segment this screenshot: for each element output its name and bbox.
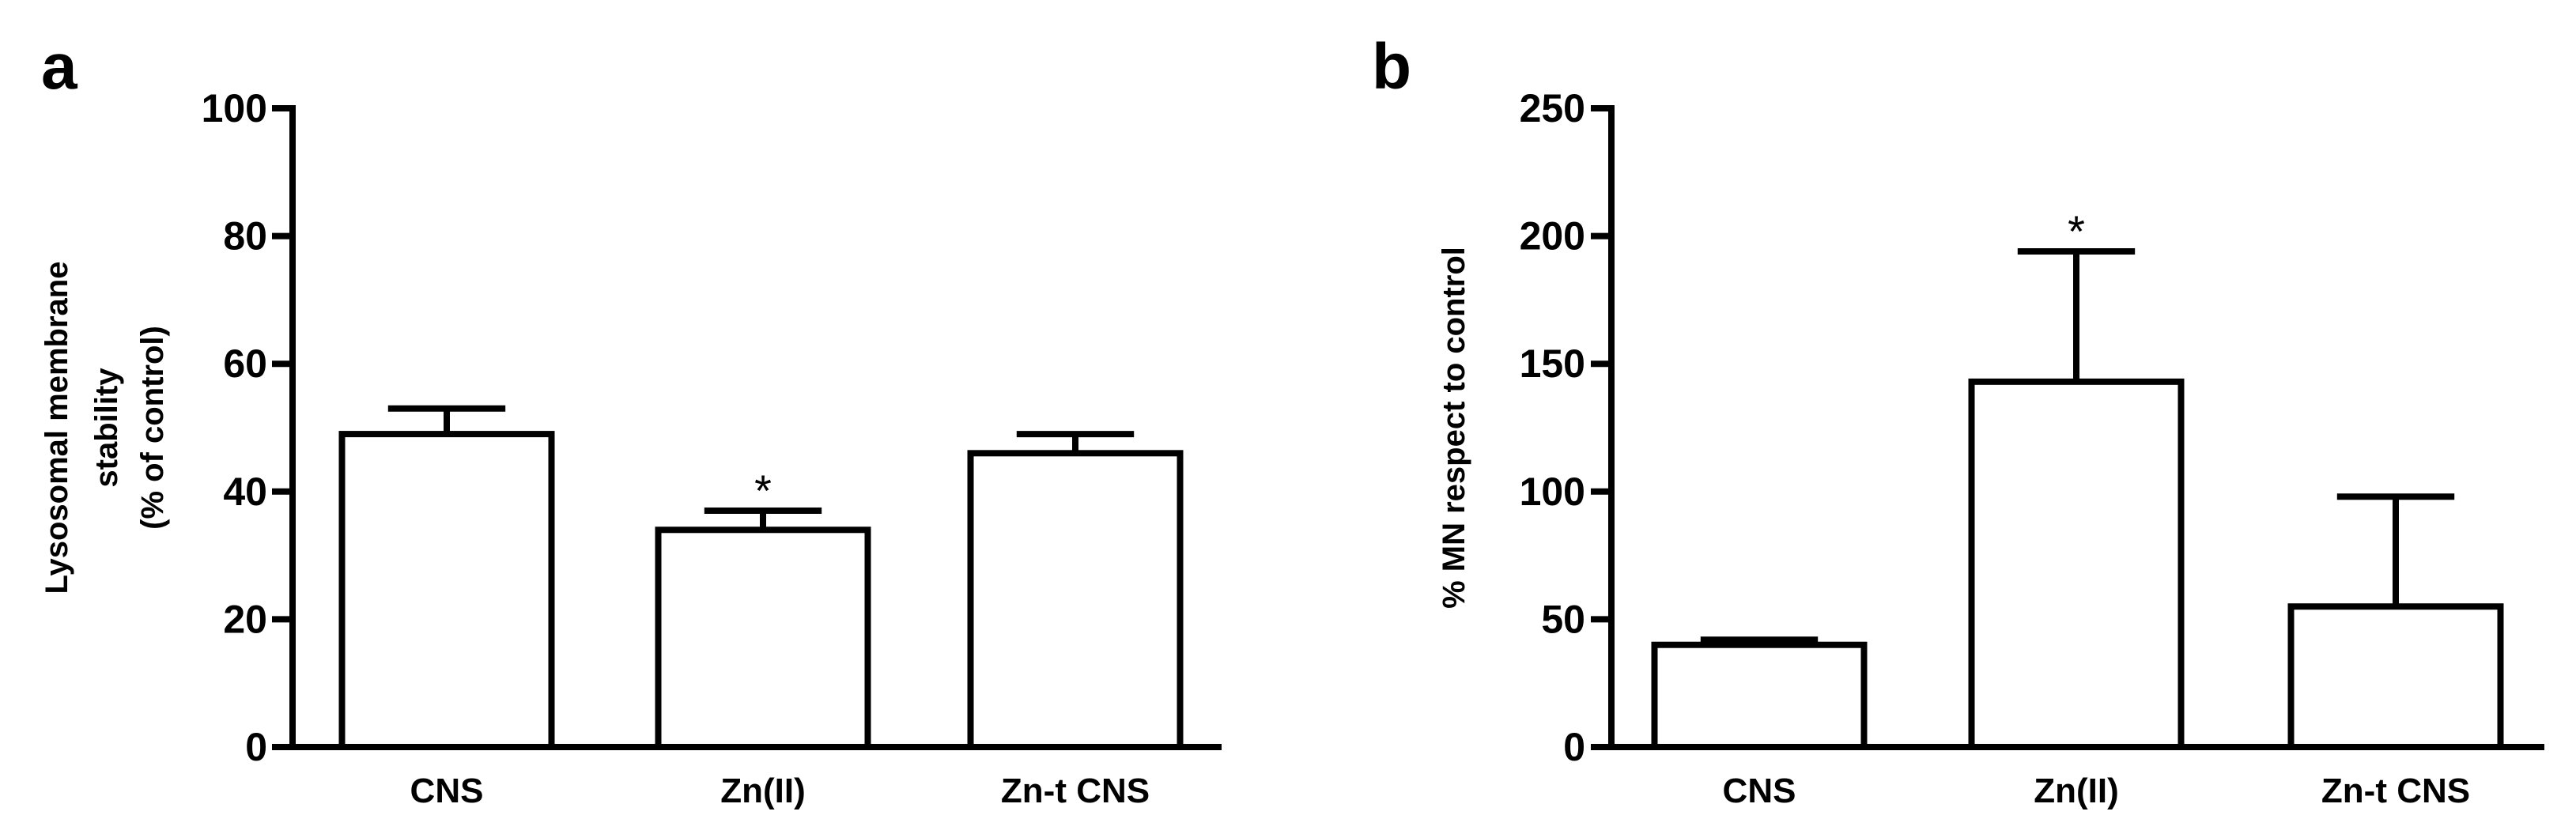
bar	[1968, 378, 2185, 750]
y-tick-label: 20	[223, 597, 267, 641]
significance-mark: *	[754, 466, 772, 515]
y-axis-label: stability	[89, 368, 124, 488]
y-tick-label: 200	[1520, 214, 1585, 259]
category-label: Zn(II)	[2034, 772, 2119, 810]
panel-letter: b	[1372, 31, 1411, 103]
y-tick-label: 150	[1520, 342, 1585, 386]
y-tick-label: 40	[223, 470, 267, 514]
y-tick-label: 60	[223, 342, 267, 386]
y-tick-label: 50	[1541, 597, 1585, 641]
panel-a: a 0 20 40 60 80 100 CNS * Zn(II) Zn-t CNS Lysosomal…	[40, 31, 1222, 810]
y-tick-label: 0	[245, 725, 267, 769]
bar	[338, 431, 555, 751]
y-axis-label: (% of control)	[135, 326, 170, 530]
category-label: CNS	[410, 772, 484, 810]
bar	[655, 526, 871, 751]
panel-b: b 0 50 100 150 200 250 CNS * Zn(II) Zn-t CNS % MN r…	[1372, 31, 2544, 810]
bar	[2287, 603, 2504, 750]
y-axis-label: % MN respect to control	[1437, 247, 1471, 609]
bar	[967, 450, 1184, 750]
y-tick-label: 250	[1520, 86, 1585, 130]
y-tick-label: 80	[223, 214, 267, 259]
category-label: Zn-t CNS	[1001, 772, 1150, 810]
category-label: Zn-t CNS	[2321, 772, 2470, 810]
panel-letter: a	[41, 31, 78, 103]
significance-mark: *	[2068, 206, 2085, 256]
category-label: Zn(II)	[720, 772, 806, 810]
y-tick-label: 0	[1563, 725, 1585, 769]
y-tick-label: 100	[1520, 470, 1585, 514]
category-label: CNS	[1723, 772, 1796, 810]
y-axis-label: Lysosomal membrane	[40, 262, 74, 594]
y-tick-label: 100	[202, 86, 267, 130]
bar	[1651, 641, 1868, 750]
